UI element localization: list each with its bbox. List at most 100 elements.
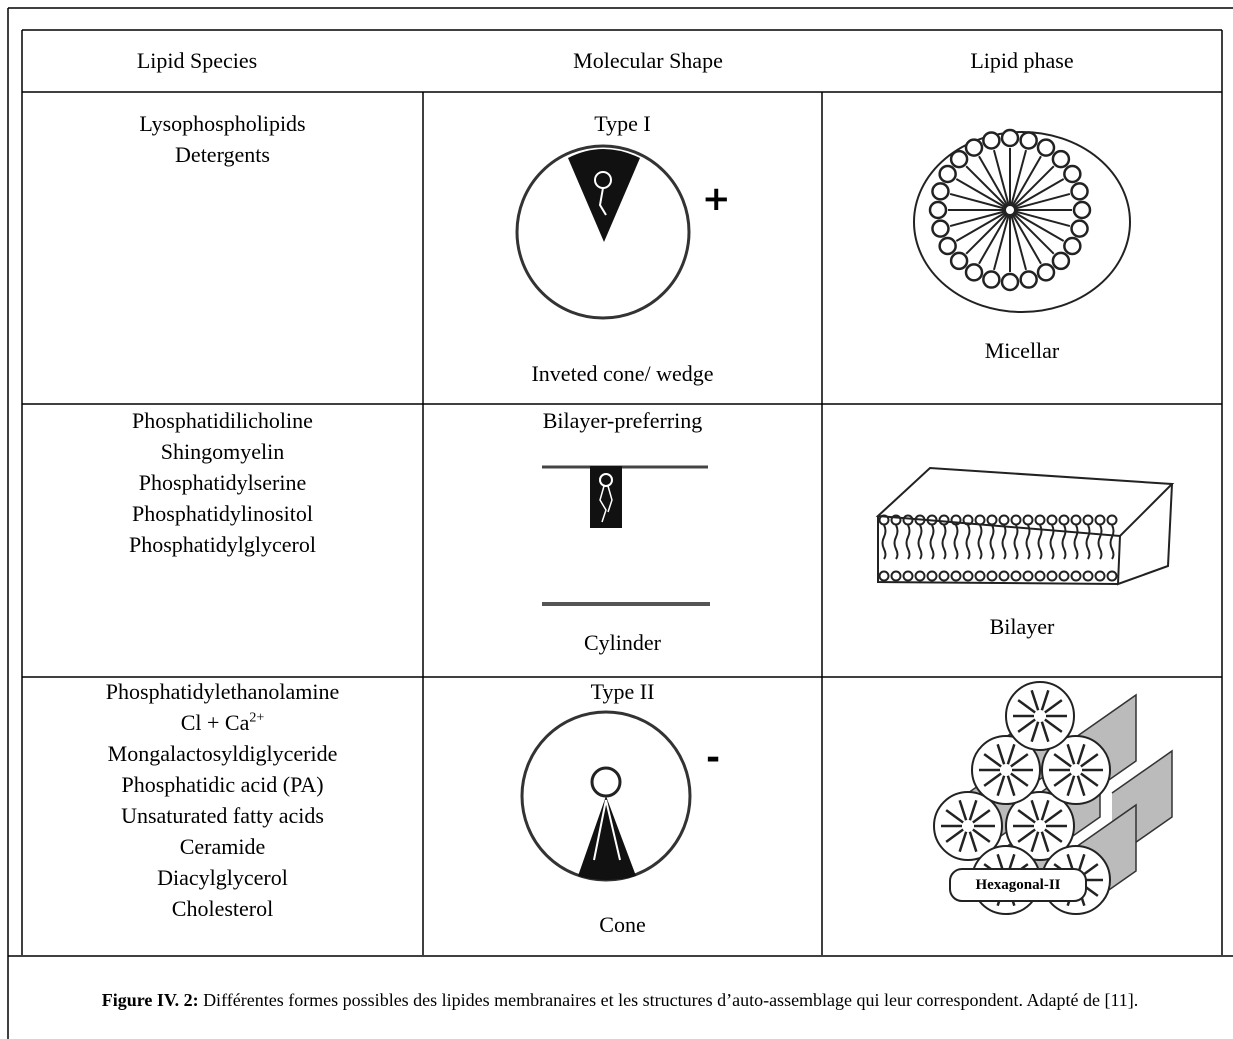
micelle-tail bbox=[1009, 192, 1071, 211]
bilayer-head bbox=[1022, 514, 1034, 526]
micelle-head bbox=[1063, 164, 1082, 184]
bilayer-head bbox=[1058, 514, 1070, 526]
cylinder-lipid bbox=[1040, 721, 1050, 743]
bilayer-tail bbox=[953, 524, 959, 560]
cylinder-lipid bbox=[1053, 772, 1072, 787]
bilayer-head bbox=[986, 514, 998, 526]
micelle-head bbox=[982, 270, 1001, 289]
micelle-tail bbox=[1009, 178, 1065, 211]
shape-title: Bilayer-preferring bbox=[542, 408, 703, 433]
cylinder-lipid bbox=[1044, 828, 1063, 843]
cylinder-lipid bbox=[1030, 721, 1040, 743]
bilayer-head bbox=[878, 514, 890, 526]
cylinder-icon bbox=[542, 465, 710, 606]
bilayer-head bbox=[950, 570, 962, 582]
cylinder-lipid bbox=[1006, 775, 1016, 797]
species-name: Phosphatidylinositol bbox=[132, 501, 313, 526]
micelle-tail bbox=[949, 209, 1011, 228]
micelle-tail bbox=[992, 209, 1011, 271]
bilayer-icon bbox=[875, 466, 1175, 586]
species-name: Shingomyelin bbox=[160, 439, 285, 464]
bilayer-tail bbox=[905, 524, 911, 560]
micelle-core bbox=[1004, 204, 1016, 216]
cylinder-end bbox=[933, 791, 1003, 861]
bilayer-head bbox=[902, 570, 914, 582]
phase-label: Micellar bbox=[984, 338, 1060, 363]
charge-sign: - bbox=[706, 738, 721, 778]
bilayer-tail bbox=[917, 524, 923, 560]
bilayer-head bbox=[878, 570, 890, 582]
bilayer-head bbox=[926, 570, 938, 582]
micelle-icon bbox=[913, 128, 1131, 313]
cylinder-lipid bbox=[996, 743, 1006, 765]
micelle-tail bbox=[1009, 209, 1065, 242]
caption-label: Figure IV. 2: bbox=[101, 990, 199, 1010]
cylinder-lipid bbox=[1017, 699, 1036, 714]
cylinder-lipid bbox=[996, 775, 1006, 797]
cylinder-lipid bbox=[1053, 753, 1072, 768]
micelle-tail bbox=[1009, 155, 1042, 211]
bilayer-head bbox=[962, 514, 974, 526]
header-cell: Lipid phase bbox=[970, 48, 1074, 73]
micelle-head bbox=[1000, 128, 1020, 148]
cylinder-lipid bbox=[1066, 743, 1076, 765]
bilayer-head bbox=[1082, 570, 1094, 582]
bilayer-head bbox=[914, 514, 926, 526]
bilayer-tail bbox=[893, 524, 899, 560]
species-name: Detergents bbox=[175, 142, 270, 167]
bilayer-tail bbox=[1001, 524, 1007, 560]
cylinder-lipid bbox=[1044, 699, 1063, 714]
bilayer-head bbox=[926, 514, 938, 526]
bilayer-head bbox=[1082, 514, 1094, 526]
phase-label: Bilayer bbox=[989, 614, 1055, 639]
micelle-head bbox=[964, 263, 984, 282]
cylinder-lipid bbox=[1044, 809, 1063, 824]
bilayer-head bbox=[1106, 514, 1118, 526]
bilayer-tail bbox=[1013, 524, 1019, 560]
cylinder-lipid bbox=[958, 799, 968, 821]
bilayer-head bbox=[1010, 514, 1022, 526]
micelle-tail bbox=[1009, 165, 1055, 211]
bilayer-head bbox=[1106, 570, 1118, 582]
micelle-head bbox=[938, 164, 957, 184]
bilayer-tail bbox=[965, 524, 971, 560]
species-name: Cholesterol bbox=[171, 896, 274, 921]
cylinder-lipid bbox=[945, 828, 964, 843]
micelle-head bbox=[1070, 182, 1089, 201]
cylinder-lipid bbox=[945, 809, 964, 824]
cylinder-lipid bbox=[1066, 775, 1076, 797]
micelle-head bbox=[931, 219, 950, 238]
bilayer-head bbox=[974, 514, 986, 526]
bilayer-head bbox=[998, 570, 1010, 582]
micelle-head bbox=[949, 251, 969, 271]
bilayer-tail bbox=[929, 524, 935, 560]
micelle-head bbox=[1072, 200, 1092, 220]
micelle-head bbox=[938, 236, 957, 256]
species-name: Ceramide bbox=[179, 834, 266, 859]
cylinder-lipid bbox=[1010, 772, 1029, 787]
caption: Figure IV. 2: Différentes formes possibl… bbox=[70, 988, 1170, 1013]
cylinder-lipid bbox=[1040, 831, 1050, 853]
cylinder-lipid bbox=[1006, 743, 1016, 765]
inverted-cone-icon bbox=[515, 144, 691, 320]
micelle-tail bbox=[965, 209, 1011, 255]
cylinder-lipid bbox=[983, 753, 1002, 768]
micelle-tail bbox=[1009, 209, 1028, 271]
bilayer-tail bbox=[1109, 524, 1115, 560]
micelle-head bbox=[1070, 219, 1089, 238]
bilayer-head bbox=[974, 570, 986, 582]
species-name: Unsaturated fatty acids bbox=[121, 803, 324, 828]
bilayer-head bbox=[902, 514, 914, 526]
shape-label: Cone bbox=[599, 912, 646, 937]
cylinder-lipid bbox=[1040, 689, 1050, 711]
cylinder-lipid bbox=[958, 831, 968, 853]
micelle-head bbox=[949, 149, 969, 169]
header-cell: Molecular Shape bbox=[573, 48, 723, 73]
cylinder-lipid bbox=[972, 828, 991, 843]
species-name: Cl + Ca2+ bbox=[22, 707, 423, 738]
micelle-head bbox=[1063, 236, 1082, 256]
bilayer-head bbox=[998, 514, 1010, 526]
cylinder-lipid bbox=[1044, 718, 1063, 733]
micelle-head bbox=[931, 182, 950, 201]
species-name: Phosphatidylethanolamine bbox=[105, 679, 340, 704]
